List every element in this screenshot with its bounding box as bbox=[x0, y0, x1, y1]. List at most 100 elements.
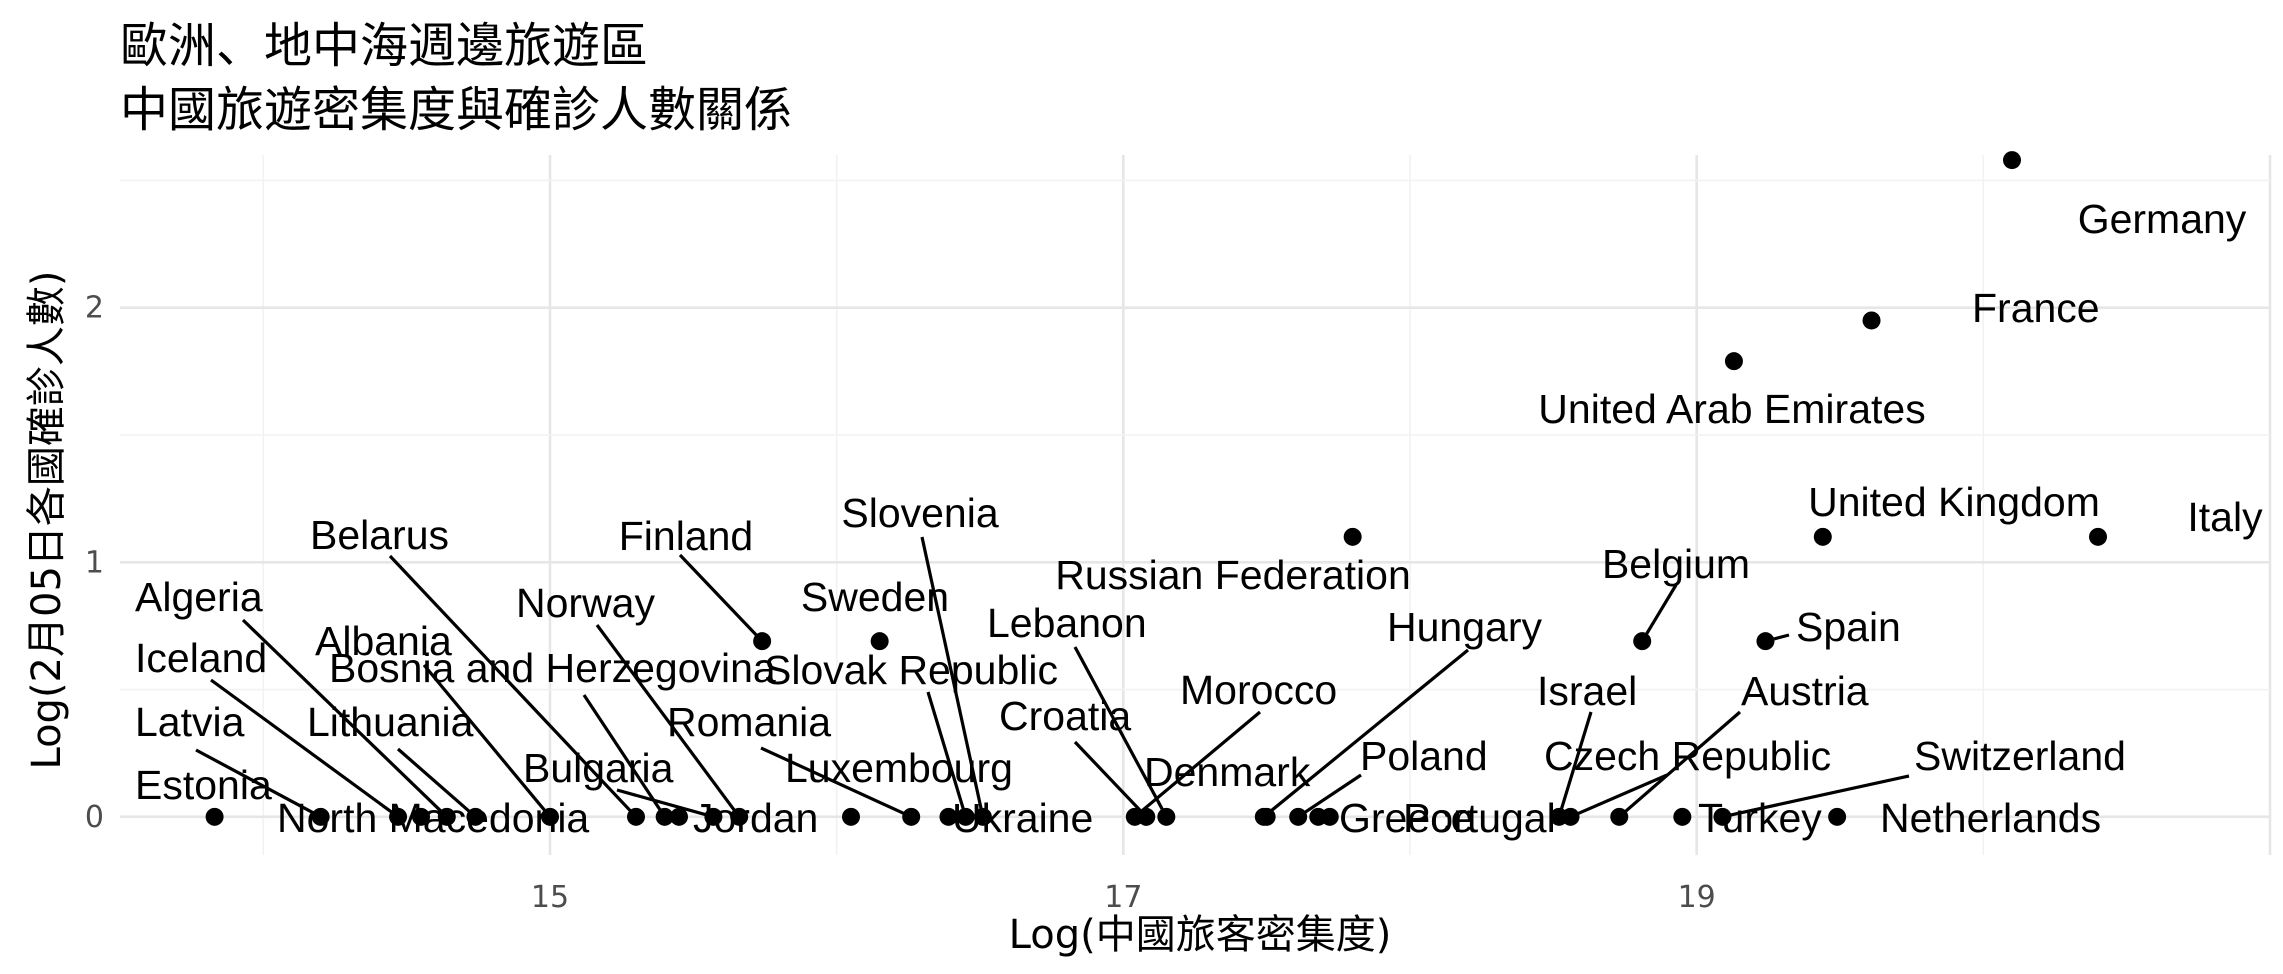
x-tick-label: 15 bbox=[531, 880, 569, 915]
point-norway bbox=[730, 807, 749, 826]
label-slovak-republic: Slovak Republic bbox=[764, 647, 1058, 693]
grid bbox=[120, 155, 2272, 855]
chart-title-line-2: 中國旅遊密集度與確診人數關係 bbox=[120, 82, 793, 138]
point-lebanon bbox=[1157, 807, 1176, 826]
point-poland bbox=[1289, 807, 1308, 826]
label-hungary: Hungary bbox=[1387, 604, 1542, 650]
label-romania: Romania bbox=[667, 699, 831, 745]
point-albania bbox=[541, 807, 559, 826]
chart-title-line-1: 歐洲、地中海週邊旅遊區 bbox=[120, 18, 649, 74]
x-tick-label: 17 bbox=[1104, 880, 1142, 915]
point-belarus bbox=[627, 807, 645, 826]
point-algeria bbox=[437, 807, 456, 826]
label-czech-republic: Czech Republic bbox=[1544, 733, 1831, 779]
label-sweden: Sweden bbox=[801, 574, 949, 620]
leader-iceland bbox=[210, 678, 400, 819]
label-jordan: Jordan bbox=[693, 795, 818, 841]
label-belarus: Belarus bbox=[310, 512, 449, 558]
label-ukraine: Ukraine bbox=[952, 795, 1093, 841]
label-morocco: Morocco bbox=[1180, 667, 1337, 713]
leader-switzerland bbox=[1722, 774, 1910, 819]
label-luxembourg: Luxembourg bbox=[785, 745, 1013, 791]
point-estonia bbox=[205, 807, 224, 826]
point-united-arab-emirates bbox=[1724, 352, 1743, 371]
label-netherlands: Netherlands bbox=[1880, 795, 2101, 841]
leader-morocco bbox=[1133, 710, 1262, 819]
leader-austria bbox=[1618, 710, 1742, 819]
point-luxembourg bbox=[842, 807, 860, 826]
point-iceland bbox=[389, 807, 408, 826]
label-united-arab-emirates: United Arab Emirates bbox=[1538, 386, 1925, 432]
label-estonia: Estonia bbox=[135, 762, 272, 808]
leader-bosnia-and-herzegovina bbox=[582, 694, 667, 818]
label-austria: Austria bbox=[1741, 668, 1869, 714]
point-belgium bbox=[1633, 632, 1652, 651]
point-north-macedonia bbox=[412, 807, 430, 826]
label-belgium: Belgium bbox=[1602, 541, 1750, 587]
label-croatia: Croatia bbox=[999, 693, 1131, 739]
label-finland: Finland bbox=[619, 513, 753, 559]
point-slovak-republic bbox=[956, 807, 975, 826]
label-bulgaria: Bulgaria bbox=[523, 745, 674, 791]
point-jordan bbox=[670, 807, 688, 826]
label-turkey: Turkey bbox=[1698, 795, 1822, 841]
y-tick-label: 0 bbox=[85, 800, 104, 835]
leader-lithuania bbox=[396, 747, 477, 819]
label-algeria: Algeria bbox=[135, 574, 263, 620]
label-albania: Albania bbox=[315, 618, 452, 664]
label-israel: Israel bbox=[1537, 668, 1637, 714]
label-greece: Greece bbox=[1339, 795, 1473, 841]
point-lithuania bbox=[466, 807, 485, 826]
point-portugal bbox=[1309, 807, 1328, 826]
leader-finland bbox=[678, 553, 764, 643]
label-bosnia-and-herzegovina: Bosnia and Herzegovina bbox=[329, 645, 776, 691]
label-slovenia: Slovenia bbox=[841, 490, 998, 536]
leader-belgium bbox=[1640, 584, 1678, 643]
point-united-kingdom bbox=[1813, 527, 1832, 546]
point-slovenia bbox=[973, 807, 992, 826]
leader-czech-republic bbox=[1569, 773, 1668, 819]
leader-romania bbox=[760, 746, 912, 819]
point-germany bbox=[2003, 151, 2021, 170]
leader-albania bbox=[422, 663, 552, 818]
label-france: France bbox=[1972, 285, 2100, 331]
leader-slovenia bbox=[920, 536, 985, 818]
point-france bbox=[1862, 311, 1881, 330]
label-norway: Norway bbox=[516, 580, 655, 626]
label-denmark: Denmark bbox=[1144, 749, 1311, 795]
point-switzerland bbox=[1713, 807, 1732, 826]
x-tick-label: 19 bbox=[1678, 880, 1716, 915]
label-iceland: Iceland bbox=[135, 635, 267, 681]
point-finland bbox=[753, 632, 772, 651]
leader-lines bbox=[195, 536, 1910, 819]
point-czech-republic bbox=[1561, 807, 1580, 826]
chart-title: 歐洲、地中海週邊旅遊區 中國旅遊密集度與確診人數關係 bbox=[120, 14, 792, 142]
label-poland: Poland bbox=[1360, 733, 1488, 779]
point-austria bbox=[1610, 807, 1629, 826]
leader-poland bbox=[1297, 773, 1362, 819]
label-spain: Spain bbox=[1796, 604, 1901, 650]
point-romania bbox=[902, 807, 921, 826]
point-netherlands bbox=[1828, 807, 1847, 826]
label-latvia: Latvia bbox=[135, 699, 245, 745]
point-spain bbox=[1756, 632, 1775, 651]
leader-bulgaria bbox=[616, 788, 714, 819]
leader-belarus bbox=[388, 554, 638, 818]
y-tick-label: 1 bbox=[85, 545, 104, 580]
y-axis-title: Log(2月05日各國確診人數) bbox=[24, 270, 70, 769]
y-tick-label: 2 bbox=[85, 291, 104, 326]
label-switzerland: Switzerland bbox=[1914, 733, 2126, 779]
leader-algeria bbox=[241, 618, 448, 818]
leader-slovak-republic bbox=[926, 691, 968, 818]
point-turkey bbox=[1673, 807, 1692, 826]
point-morocco bbox=[1125, 807, 1144, 826]
label-united-kingdom: United Kingdom bbox=[1808, 479, 2100, 525]
label-italy: Italy bbox=[2187, 494, 2263, 540]
data-points bbox=[205, 151, 2107, 826]
label-north-macedonia: North Macedonia bbox=[277, 795, 589, 841]
point-hungary bbox=[1254, 807, 1273, 826]
label-lebanon: Lebanon bbox=[987, 600, 1147, 646]
label-lithuania: Lithuania bbox=[307, 699, 474, 745]
leader-latvia bbox=[195, 748, 322, 819]
